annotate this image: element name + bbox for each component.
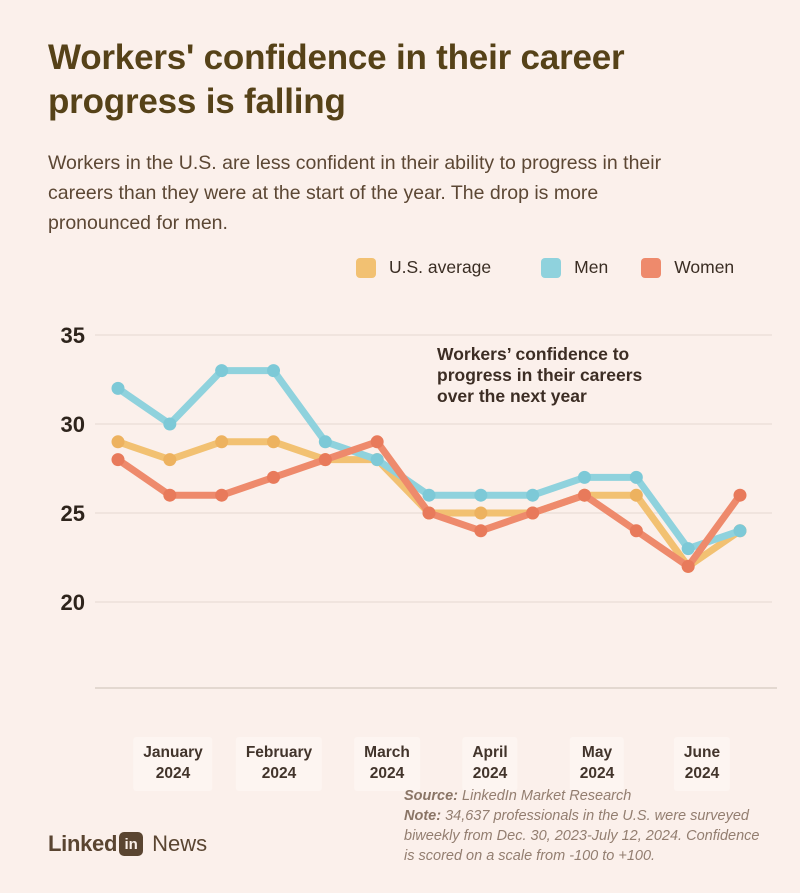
data-point-women-11 [681, 559, 695, 573]
data-point-women-3 [266, 470, 280, 484]
page-subtitle-line-2: careers than they were at the start of t… [48, 182, 599, 204]
data-point-men-12 [733, 524, 747, 538]
series-line-men [114, 367, 744, 553]
series-men [111, 364, 747, 556]
note-text: 34,637 professionals in the U.S. were su… [404, 808, 760, 864]
x-axis-month-label-june-2024: June 2024 [673, 737, 731, 791]
data-point-u-s-average-10 [629, 488, 643, 502]
page-title: Workers' confidence in their career prog… [48, 36, 625, 124]
source-text: LinkedIn Market Research [458, 788, 632, 804]
data-point-women-8 [526, 506, 540, 520]
data-point-u-s-average-0 [111, 435, 125, 449]
series-line-u-s-average [114, 438, 744, 570]
y-axis-tick-label-30: 30 [61, 412, 85, 437]
source-line: Source: LinkedIn Market Research [404, 786, 770, 806]
x-axis-month-label-february-2024: February 2024 [235, 737, 323, 791]
chart-annotation: Workers’ confidence to progress in their… [437, 344, 642, 407]
linkedin-in-badge-icon: in [119, 832, 144, 856]
data-point-men-3 [266, 364, 280, 378]
data-point-men-4 [318, 435, 332, 449]
source-note: Source: LinkedIn Market Research Note: 3… [404, 786, 770, 866]
chart-annotation-line-2: progress in their careers [437, 365, 643, 385]
data-point-u-s-average-2 [215, 435, 229, 449]
note-line: Note: 34,637 professionals in the U.S. w… [404, 806, 770, 866]
linkedin-news-logo: Linked in News [48, 831, 207, 857]
chart-legend: U.S. average Men Women [356, 257, 734, 278]
legend-swatch-u-s-average [356, 257, 376, 278]
page-title-line-2: progress is falling [48, 82, 346, 121]
data-point-women-12 [733, 488, 747, 502]
legend-label-women: Women [674, 257, 735, 277]
x-axis-month-label-march-2024: March 2024 [354, 737, 420, 791]
series-u-s-average [111, 435, 747, 573]
data-point-women-5 [370, 435, 384, 449]
y-axis-tick-label-20: 20 [61, 590, 85, 615]
confidence-line-chart: 35 30 25 20 [61, 323, 777, 689]
x-axis-month-label-may-2024: May 2024 [569, 737, 625, 791]
data-point-u-s-average-7 [474, 506, 488, 520]
data-point-women-4 [318, 453, 332, 467]
data-point-women-9 [577, 488, 591, 502]
legend-label-u-s-average: U.S. average [389, 257, 492, 277]
note-label: Note: [404, 808, 442, 824]
data-point-men-10 [629, 470, 643, 484]
data-point-women-10 [629, 524, 643, 538]
data-point-men-5 [370, 453, 384, 467]
legend-swatch-women [641, 257, 662, 278]
data-point-men-2 [215, 364, 229, 378]
linkedin-logo-wordmark: Linked [48, 831, 118, 856]
data-point-men-9 [577, 470, 591, 484]
linkedin-news-label: News [152, 831, 208, 856]
x-axis-month-label-january-2024: January 2024 [133, 737, 213, 791]
source-label: Source: [404, 788, 458, 804]
page-subtitle-line-1: Workers in the U.S. are less confident i… [48, 152, 662, 174]
data-point-women-7 [474, 524, 488, 538]
data-point-men-6 [422, 488, 436, 502]
y-axis-tick-label-35: 35 [61, 323, 85, 348]
data-point-men-7 [474, 488, 488, 502]
page-title-line-1: Workers' confidence in their career [48, 38, 625, 77]
data-point-men-1 [163, 417, 177, 431]
chart-annotation-line-3: over the next year [437, 386, 587, 406]
y-axis-tick-label-25: 25 [61, 501, 85, 526]
chart-annotation-line-1: Workers’ confidence to [437, 344, 630, 364]
data-point-women-6 [422, 506, 436, 520]
page-subtitle-line-3: pronounced for men. [48, 212, 228, 234]
data-point-u-s-average-3 [266, 435, 280, 449]
data-point-women-0 [111, 453, 125, 467]
legend-item-men: Men [541, 257, 608, 278]
data-point-men-11 [681, 542, 695, 556]
legend-item-women: Women [641, 257, 734, 278]
legend-swatch-men [541, 257, 562, 278]
data-point-men-8 [526, 488, 540, 502]
data-point-men-0 [111, 381, 125, 395]
legend-item-u-s-average: U.S. average [356, 257, 491, 278]
series-women [111, 435, 747, 573]
data-point-u-s-average-1 [163, 453, 177, 467]
x-axis-month-label-april-2024: April 2024 [462, 737, 518, 791]
data-point-women-2 [215, 488, 229, 502]
data-point-women-1 [163, 488, 177, 502]
legend-label-men: Men [574, 257, 609, 277]
page-subtitle: Workers in the U.S. are less confident i… [48, 148, 661, 238]
